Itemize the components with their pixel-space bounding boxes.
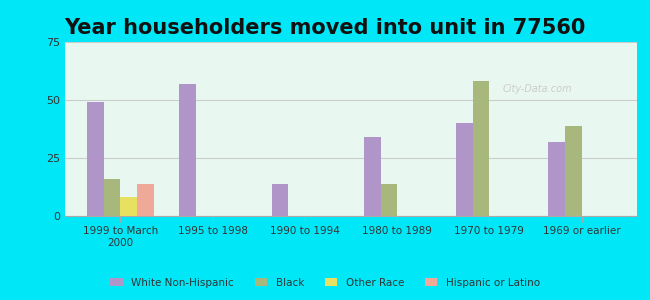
Legend: White Non-Hispanic, Black, Other Race, Hispanic or Latino: White Non-Hispanic, Black, Other Race, H… [106, 274, 544, 292]
Bar [565, 125, 582, 216]
Bar [364, 137, 380, 216]
Text: City-Data.com: City-Data.com [502, 84, 572, 94]
Bar [380, 184, 397, 216]
Bar [87, 102, 104, 216]
Bar [473, 81, 489, 216]
Text: Year householders moved into unit in 77560: Year householders moved into unit in 775… [64, 18, 586, 38]
Bar [272, 184, 288, 216]
Bar [120, 197, 137, 216]
Bar [137, 184, 153, 216]
Bar [456, 123, 473, 216]
Bar [104, 179, 120, 216]
Bar [179, 84, 196, 216]
Bar [549, 142, 565, 216]
